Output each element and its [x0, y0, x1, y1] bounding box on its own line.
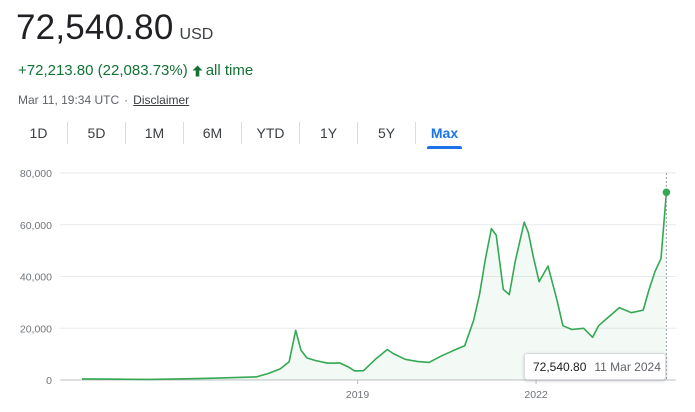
y-tick-label: 80,000 — [20, 168, 52, 180]
tab-6m[interactable]: 6M — [202, 125, 223, 141]
change-period: all time — [205, 62, 254, 79]
timestamp: Mar 11, 19:34 UTC — [18, 93, 120, 107]
range-tabs: 1D 5D 1M 6M YTD 1Y 5Y Max — [10, 118, 473, 149]
tab-1y[interactable]: 1Y — [319, 125, 338, 141]
y-tick-label: 20,000 — [20, 323, 52, 335]
tab-divider — [125, 122, 126, 144]
tab-ytd[interactable]: YTD — [256, 125, 285, 141]
y-tick-label: 40,000 — [20, 272, 52, 284]
tab-1m[interactable]: 1M — [144, 125, 165, 141]
chart-tooltip: 72,540.80 11 Mar 2024 — [524, 353, 666, 380]
series-area — [82, 192, 667, 380]
current-price: 72,540.80 — [16, 8, 174, 47]
change-value: +72,213.80 (22,083.73%) — [18, 62, 188, 79]
data-point-latest — [662, 188, 671, 197]
y-tick-label: 0 — [46, 375, 52, 387]
tooltip-value: 72,540.80 — [533, 359, 587, 374]
tab-max[interactable]: Max — [416, 118, 473, 149]
tab-divider — [299, 122, 300, 144]
price-header: 72,540.80 USD — [16, 8, 213, 48]
tooltip-date: 11 Mar 2024 — [594, 359, 661, 374]
price-chart[interactable]: 0 20,000 40,000 60,000 80,000 2019 2022 — [0, 160, 695, 412]
y-tick-label: 60,000 — [20, 220, 52, 232]
currency-label: USD — [179, 26, 214, 43]
x-tick-label: 2022 — [524, 389, 548, 401]
tab-1d[interactable]: 1D — [29, 125, 48, 141]
disclaimer-link[interactable]: Disclaimer — [133, 93, 190, 107]
series-line — [81, 192, 668, 381]
tab-divider — [357, 122, 358, 144]
price-change: +72,213.80 (22,083.73%) all time — [18, 62, 253, 79]
price-chart-svg: 0 20,000 40,000 60,000 80,000 2019 2022 — [20, 168, 676, 401]
x-tick-label: 2019 — [346, 389, 370, 401]
tab-5d[interactable]: 5D — [87, 125, 106, 141]
arrow-up-icon — [192, 65, 203, 77]
quote-meta: Mar 11, 19:34 UTC · Disclaimer — [18, 93, 189, 107]
tab-divider — [183, 122, 184, 144]
meta-separator: · — [124, 93, 129, 107]
tab-divider — [67, 122, 68, 144]
tab-divider — [241, 122, 242, 144]
tab-5y[interactable]: 5Y — [377, 125, 396, 141]
tab-divider — [415, 122, 416, 144]
